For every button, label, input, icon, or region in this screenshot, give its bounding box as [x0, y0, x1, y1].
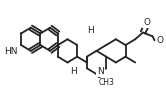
- Text: O: O: [143, 18, 150, 27]
- Text: H: H: [87, 26, 94, 35]
- Text: N: N: [97, 67, 104, 76]
- Text: H: H: [70, 67, 77, 76]
- Text: O: O: [156, 36, 164, 45]
- Text: CH3: CH3: [98, 78, 114, 87]
- Text: HN: HN: [4, 47, 17, 56]
